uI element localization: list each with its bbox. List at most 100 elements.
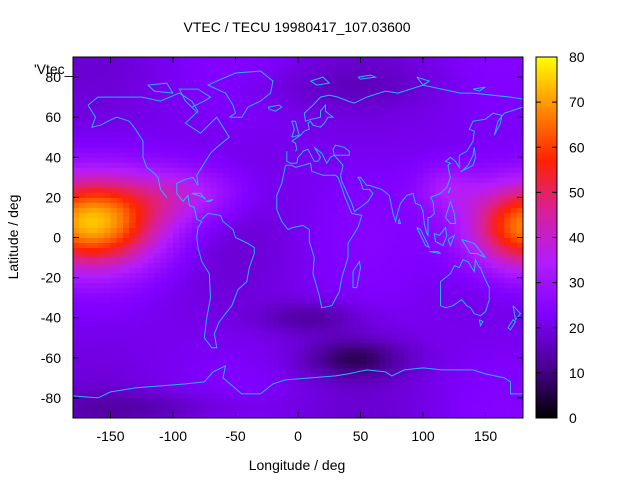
heatmap-cell (185, 157, 193, 163)
heatmap-cell (448, 147, 455, 153)
heatmap-cell (466, 272, 474, 279)
heatmap-cell (173, 362, 180, 369)
heatmap-cell (435, 312, 443, 319)
heatmap-cell (160, 377, 168, 384)
heatmap-cell (235, 102, 243, 108)
heatmap-cell (241, 382, 249, 389)
heatmap-cell (379, 327, 386, 334)
heatmap-cell (491, 322, 499, 329)
heatmap-cell (479, 312, 486, 319)
heatmap-cell (191, 262, 199, 269)
heatmap-cell (260, 287, 268, 294)
heatmap-cell (185, 97, 193, 103)
heatmap-cell (204, 272, 211, 279)
heatmap-cell (366, 357, 374, 364)
heatmap-cell (229, 277, 236, 284)
heatmap-cell (254, 92, 261, 98)
heatmap-cell (104, 192, 111, 198)
heatmap-cell (123, 322, 130, 329)
heatmap-cell (85, 112, 93, 118)
heatmap-cell (210, 277, 218, 284)
heatmap-cell (429, 177, 436, 183)
heatmap-cell (391, 62, 399, 68)
heatmap-cell (135, 127, 143, 133)
heatmap-cell (491, 132, 499, 138)
heatmap-cell (329, 277, 336, 284)
heatmap-cell (210, 237, 218, 244)
heatmap-cell (310, 182, 318, 188)
heatmap-cell (110, 152, 118, 158)
heatmap-cell (366, 402, 374, 409)
heatmap-cell (229, 392, 236, 399)
heatmap-cell (379, 337, 386, 344)
heatmap-cell (441, 92, 449, 98)
heatmap-cell (329, 197, 336, 203)
heatmap-cell (466, 347, 474, 354)
heatmap-cell (466, 72, 474, 78)
heatmap-cell (291, 377, 299, 384)
heatmap-cell (410, 72, 418, 78)
heatmap-cell (223, 242, 230, 249)
heatmap-cell (148, 337, 155, 344)
heatmap-cell (273, 362, 280, 369)
heatmap-cell (435, 142, 443, 148)
heatmap-cell (179, 82, 186, 88)
heatmap-cell (385, 407, 393, 414)
heatmap-cell (91, 372, 99, 379)
heatmap-cell (248, 82, 255, 88)
heatmap-cell (404, 127, 411, 133)
heatmap-cell (304, 337, 311, 344)
heatmap-cell (248, 352, 255, 359)
heatmap-cell (173, 387, 180, 394)
heatmap-cell (85, 207, 93, 213)
heatmap-cell (454, 92, 461, 98)
heatmap-cell (291, 172, 299, 178)
heatmap-cell (185, 277, 193, 284)
heatmap-cell (310, 197, 318, 203)
heatmap-cell (129, 97, 136, 103)
heatmap-cell (304, 307, 311, 314)
heatmap-cell (479, 172, 486, 178)
heatmap-cell (441, 287, 449, 294)
heatmap-cell (260, 187, 268, 193)
heatmap-cell (79, 277, 86, 284)
heatmap-cell (491, 62, 499, 68)
heatmap-cell (398, 207, 405, 213)
heatmap-cell (304, 322, 311, 329)
heatmap-cell (110, 402, 118, 409)
heatmap-cell (454, 407, 461, 414)
heatmap-cell (279, 102, 286, 108)
heatmap-cell (91, 172, 99, 178)
heatmap-cell (135, 182, 143, 188)
heatmap-cell (235, 202, 243, 208)
heatmap-cell (223, 372, 230, 379)
heatmap-cell (504, 392, 511, 399)
heatmap-cell (354, 197, 361, 203)
heatmap-cell (129, 207, 136, 213)
heatmap-cell (435, 217, 443, 223)
heatmap-cell (223, 322, 230, 329)
heatmap-cell (204, 157, 211, 163)
heatmap-cell (223, 132, 230, 138)
heatmap-cell (404, 412, 411, 418)
heatmap-cell (310, 387, 318, 394)
heatmap-cell (366, 127, 374, 133)
heatmap-cell (341, 342, 349, 349)
heatmap-cell (123, 302, 130, 309)
heatmap-cell (216, 377, 224, 384)
heatmap-cell (110, 367, 118, 374)
heatmap-cell (366, 352, 374, 359)
heatmap-cell (423, 367, 430, 374)
heatmap-cell (491, 142, 499, 148)
heatmap-cell (410, 302, 418, 309)
heatmap-cell (485, 247, 493, 254)
heatmap-cell (135, 272, 143, 279)
heatmap-cell (116, 267, 124, 274)
heatmap-cell (485, 132, 493, 138)
heatmap-cell (254, 77, 261, 83)
heatmap-cell (341, 392, 349, 399)
heatmap-cell (410, 322, 418, 329)
heatmap-cell (404, 217, 411, 223)
heatmap-cell (454, 112, 461, 118)
heatmap-cell (448, 227, 455, 233)
